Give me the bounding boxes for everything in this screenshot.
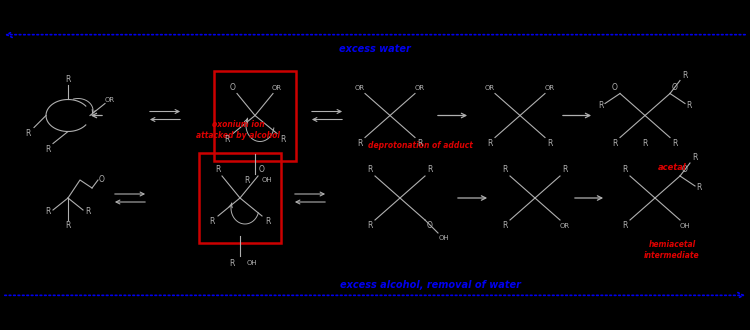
Text: OH: OH: [680, 223, 690, 229]
Text: R: R: [598, 101, 604, 110]
Text: O: O: [427, 221, 433, 230]
Text: oxonium ion
attacked by alcohol: oxonium ion attacked by alcohol: [196, 120, 280, 140]
Text: R: R: [672, 139, 678, 148]
Text: R: R: [215, 166, 220, 175]
Text: R: R: [45, 145, 51, 154]
Text: OR: OR: [560, 223, 570, 229]
Text: deprotonation of adduct: deprotonation of adduct: [368, 142, 472, 150]
Text: R: R: [280, 135, 286, 144]
Text: R: R: [696, 183, 702, 192]
Text: OR: OR: [485, 84, 495, 90]
Text: R: R: [622, 221, 628, 230]
Text: hemiacetal
intermediate: hemiacetal intermediate: [644, 240, 700, 260]
Text: R: R: [686, 101, 692, 110]
Text: O: O: [672, 83, 678, 92]
Text: R: R: [65, 75, 70, 84]
Text: OH: OH: [247, 260, 257, 266]
Text: excess water: excess water: [339, 44, 411, 54]
Text: R: R: [45, 208, 51, 216]
Text: O: O: [259, 166, 265, 175]
Text: R: R: [682, 71, 688, 80]
Text: R: R: [230, 258, 235, 268]
Text: R: R: [622, 166, 628, 175]
Text: R: R: [612, 139, 618, 148]
Text: R: R: [65, 221, 70, 230]
Text: O: O: [99, 176, 105, 184]
Text: R: R: [692, 153, 698, 162]
Text: R: R: [503, 166, 508, 175]
Text: R: R: [244, 176, 250, 185]
Text: OR: OR: [272, 84, 282, 90]
Text: R: R: [642, 139, 648, 148]
Text: R: R: [368, 221, 373, 230]
Text: OH: OH: [262, 178, 272, 183]
Text: R: R: [503, 221, 508, 230]
Text: R: R: [488, 139, 493, 148]
Text: O: O: [230, 83, 236, 92]
Text: R: R: [26, 129, 31, 138]
Text: OH: OH: [439, 235, 449, 241]
Text: R: R: [266, 217, 271, 226]
Text: R: R: [427, 166, 433, 175]
Text: OR: OR: [105, 96, 115, 103]
Text: OR: OR: [355, 84, 365, 90]
Text: R: R: [224, 135, 230, 144]
Text: OR: OR: [545, 84, 555, 90]
Bar: [199, 153, 281, 243]
Text: R: R: [548, 139, 553, 148]
Text: R: R: [562, 166, 568, 175]
Text: acetal: acetal: [658, 163, 686, 172]
Text: R: R: [417, 139, 423, 148]
Text: excess alcohol, removal of water: excess alcohol, removal of water: [340, 280, 520, 290]
Text: R: R: [209, 217, 214, 226]
Bar: [214, 71, 296, 160]
Text: O: O: [682, 166, 688, 175]
Text: OR: OR: [415, 84, 425, 90]
Text: O: O: [612, 83, 618, 92]
Text: R: R: [368, 166, 373, 175]
Text: R: R: [86, 208, 91, 216]
Text: R: R: [357, 139, 363, 148]
